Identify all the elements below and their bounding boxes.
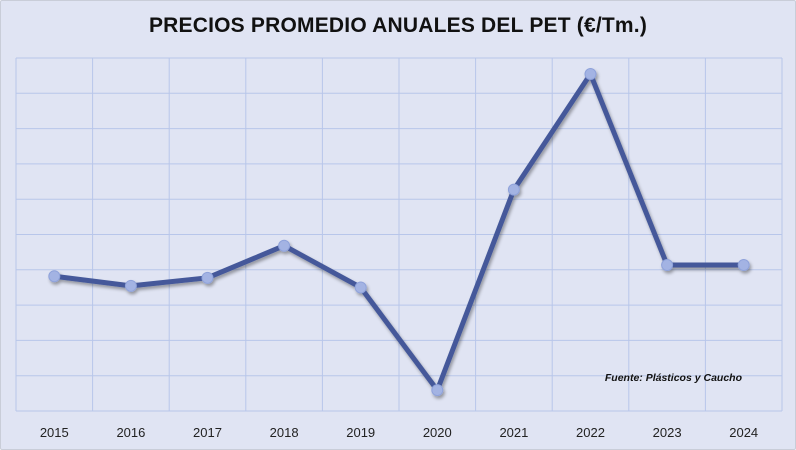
x-tick-label: 2019 bbox=[346, 425, 375, 440]
x-tick-label: 2024 bbox=[729, 425, 758, 440]
data-point bbox=[278, 239, 291, 252]
data-point bbox=[124, 279, 137, 292]
data-point bbox=[48, 270, 61, 283]
x-tick-label: 2020 bbox=[423, 425, 452, 440]
x-tick-label: 2015 bbox=[40, 425, 69, 440]
x-axis-ticks: 2015 2016 2017 2018 2019 2020 2021 2022 2023 2024 bbox=[40, 425, 758, 440]
data-point bbox=[201, 271, 214, 284]
grid bbox=[15, 57, 783, 412]
x-tick-label: 2017 bbox=[193, 425, 222, 440]
x-tick-label: 2016 bbox=[116, 425, 145, 440]
source-annotation: Fuente: Plásticos y Caucho bbox=[605, 372, 743, 384]
data-point bbox=[431, 384, 444, 397]
data-point bbox=[507, 183, 520, 196]
x-tick-label: 2021 bbox=[499, 425, 528, 440]
series bbox=[48, 68, 750, 397]
x-tick-label: 2018 bbox=[270, 425, 299, 440]
series-line bbox=[51, 71, 747, 393]
x-tick-label: 2023 bbox=[653, 425, 682, 440]
data-point bbox=[584, 68, 597, 81]
data-point bbox=[354, 281, 367, 294]
data-point bbox=[661, 258, 674, 271]
data-point bbox=[737, 258, 750, 271]
chart-title: PRECIOS PROMEDIO ANUALES DEL PET (€/Tm.) bbox=[148, 14, 648, 37]
x-tick-label: 2022 bbox=[576, 425, 605, 440]
